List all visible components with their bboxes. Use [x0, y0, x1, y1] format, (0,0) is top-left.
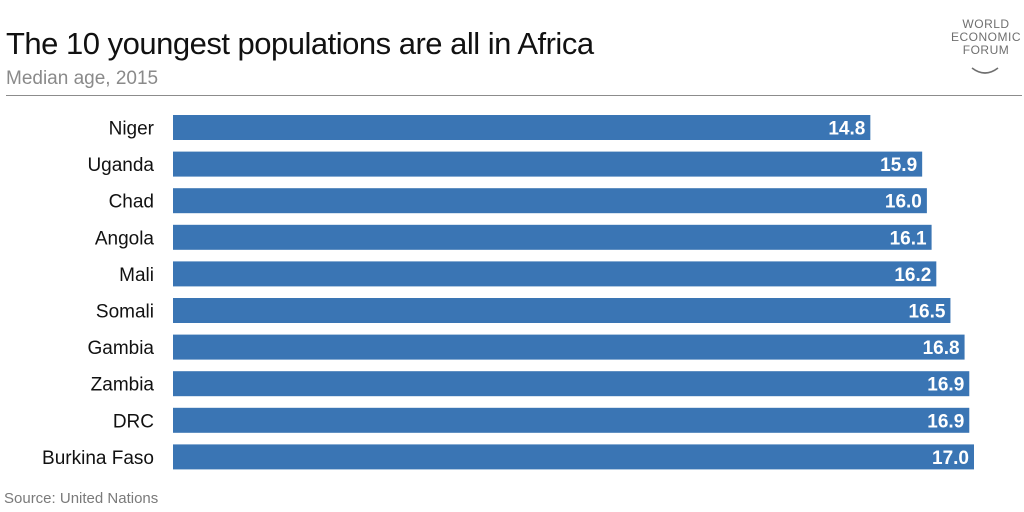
logo-line-3: FORUM — [962, 43, 1010, 57]
chart-title: The 10 youngest populations are all in A… — [6, 26, 594, 61]
value-label: 15.9 — [880, 155, 917, 176]
value-label: 16.9 — [927, 375, 964, 396]
bar-gambia — [173, 334, 965, 360]
chart-subtitle: Median age, 2015 — [6, 68, 159, 89]
bar-chart: Niger 14.8 Uganda 15.9 Chad 16.0 Angola 16.1 Mal… — [42, 115, 974, 470]
category-label: Niger — [109, 119, 155, 140]
bar-angola — [173, 224, 932, 250]
category-label: Chad — [109, 192, 154, 213]
category-label: Angola — [95, 228, 155, 249]
logo-line-1: WORLD — [962, 17, 1010, 31]
bar-burkina-faso — [173, 444, 974, 470]
world-economic-forum-logo: WORLD ECONOMIC FORUM — [950, 18, 1022, 76]
category-label: Somali — [96, 302, 154, 323]
title-divider — [6, 95, 1022, 96]
bar-chad — [173, 188, 927, 214]
value-label: 16.8 — [923, 338, 960, 359]
value-label: 17.0 — [932, 448, 969, 469]
value-label: 14.8 — [828, 119, 865, 140]
value-label: 16.2 — [894, 265, 931, 286]
category-label: Gambia — [87, 338, 154, 359]
bar-mali — [173, 261, 937, 287]
value-label: 16.0 — [885, 192, 922, 213]
value-label: 16.1 — [890, 228, 927, 249]
category-label: Uganda — [87, 155, 154, 176]
logo-line-2: ECONOMIC — [951, 30, 1021, 44]
bar-zambia — [173, 371, 970, 397]
bar-somali — [173, 298, 951, 323]
value-label: 16.5 — [908, 302, 945, 323]
bar-drc — [173, 407, 970, 433]
value-label: 16.9 — [927, 411, 964, 432]
bar-uganda — [173, 151, 923, 177]
bar-niger — [173, 115, 871, 140]
category-label: Burkina Faso — [42, 448, 154, 469]
category-label: Mali — [119, 265, 154, 286]
category-label: Zambia — [91, 375, 155, 396]
category-label: DRC — [113, 411, 154, 432]
source-note: Source: United Nations — [4, 490, 159, 507]
logo-arc-icon — [971, 67, 999, 74]
